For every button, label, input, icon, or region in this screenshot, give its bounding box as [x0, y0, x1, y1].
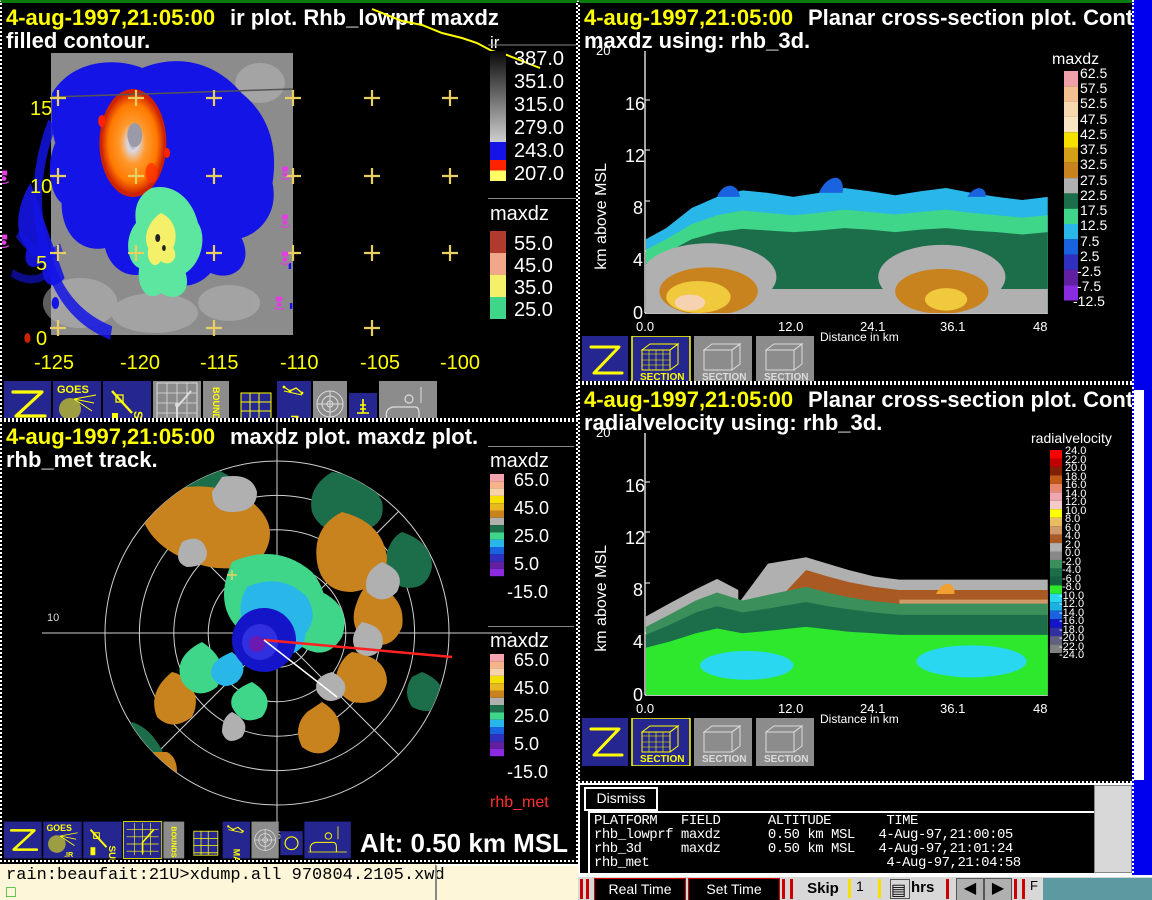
svg-text:SUR: SUR: [106, 846, 117, 862]
svg-text:SECTION: SECTION: [764, 372, 808, 383]
svg-text:SUR: SUR: [131, 411, 145, 420]
svg-text:MAP: MAP: [231, 849, 241, 862]
svg-text:SECTION: SECTION: [702, 372, 746, 383]
svg-text:.IR: .IR: [64, 850, 74, 859]
svg-text:GOES: GOES: [46, 823, 72, 833]
svg-text:SECTION: SECTION: [764, 754, 808, 765]
svg-text:SECTION: SECTION: [640, 372, 684, 383]
svg-text:SECTION: SECTION: [640, 754, 684, 765]
svg-text:GOES: GOES: [57, 384, 89, 396]
svg-text:BOUNDS: BOUNDS: [211, 387, 221, 420]
svg-text:SECTION: SECTION: [702, 754, 746, 765]
svg-text:BOUNDS: BOUNDS: [169, 826, 178, 857]
